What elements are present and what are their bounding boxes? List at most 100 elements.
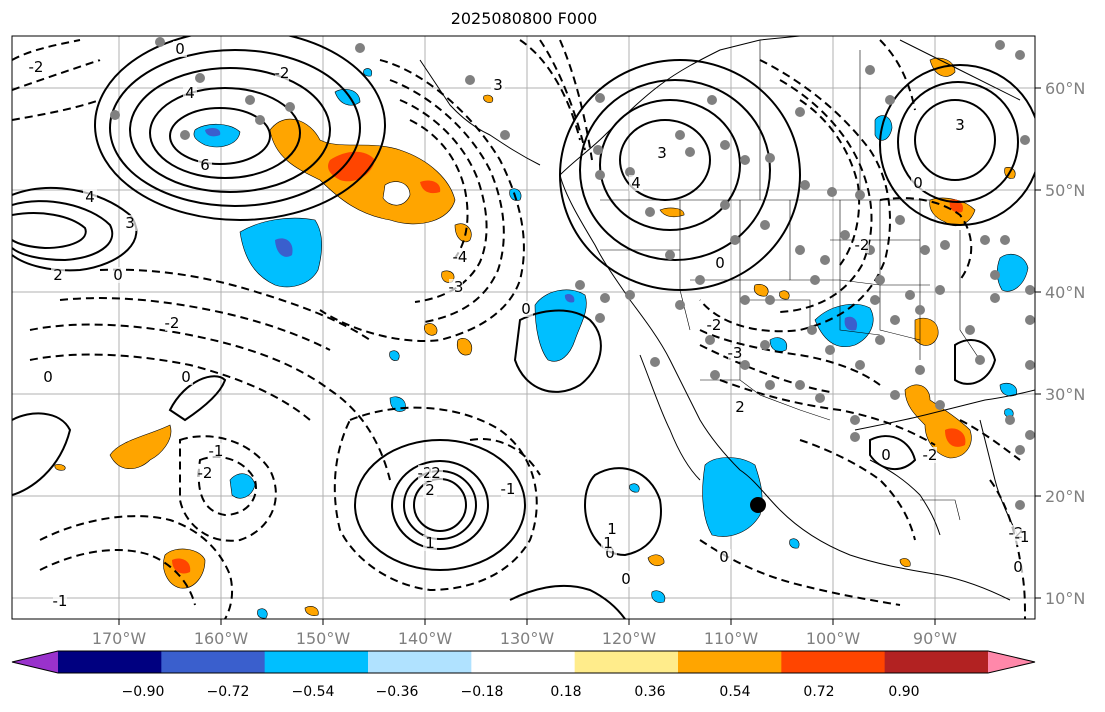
contour-label-bg [173, 41, 187, 57]
colorbar-tick: 0.90 [888, 684, 919, 700]
contour-label-bg [29, 59, 43, 75]
contour-label-bg [728, 345, 742, 361]
colorbar-segment [574, 651, 679, 673]
contour-label-bg [707, 317, 721, 333]
contour-label: 2 [431, 464, 441, 482]
lon-label: 170°W [92, 629, 147, 648]
contour-label-bg [83, 189, 97, 205]
contour-label: 4 [185, 84, 195, 102]
contour-label-bg [53, 593, 67, 609]
lat-label: 10°N [1045, 589, 1085, 608]
contour-label: 0 [881, 446, 891, 464]
contour-label: -1 [1015, 528, 1030, 546]
colorbar-tick: −0.90 [122, 684, 165, 700]
colorbar-segment [58, 651, 162, 673]
contour-label: -2 [707, 316, 722, 334]
state-boundaries [600, 40, 981, 521]
contour-label-bg [1015, 529, 1029, 545]
contour-label-bg [209, 443, 223, 459]
coastlines [419, 36, 1035, 601]
contour-label: 0 [715, 254, 725, 272]
contour-label: 4 [85, 188, 95, 206]
contour-label-bg [429, 465, 443, 481]
contour-label-bg [605, 521, 619, 537]
contour-label: -2 [418, 464, 433, 482]
contour-label-bg [601, 535, 615, 551]
contour-label-bg [423, 535, 437, 551]
lon-label: 90°W [913, 629, 957, 648]
contour-label-bg [855, 237, 869, 253]
contour-label: -2 [198, 464, 213, 482]
lat-label: 40°N [1045, 283, 1085, 302]
colorbar-extend-high [988, 651, 1035, 673]
colorbar-tick: 0.72 [803, 684, 834, 700]
positive-anomaly-strong [172, 151, 966, 574]
contour-label-bg [111, 267, 125, 283]
contour-label: -3 [728, 344, 743, 362]
contour-label-bg [733, 399, 747, 415]
contour-label: 2 [53, 266, 63, 284]
colorbar-tick: −0.72 [207, 684, 250, 700]
contour-label: 3 [657, 144, 667, 162]
contour-label-bg [491, 77, 505, 93]
contour-label-bg [655, 145, 669, 161]
contour-label: 1 [425, 534, 435, 552]
lon-labels: 170°W 160°W 150°W 140°W 130°W 120°W 110°… [92, 629, 957, 648]
map-frame [11, 35, 1036, 620]
contour-label-bg [449, 279, 463, 295]
colorbar-segment [368, 651, 472, 673]
colorbar-tick: 0.18 [550, 684, 581, 700]
contour-label-bg [453, 249, 467, 265]
contour-label: -4 [453, 248, 468, 266]
contour-label: -2 [275, 64, 290, 82]
contour-label: 0 [181, 368, 191, 386]
contour-label: 0 [521, 300, 531, 318]
contour-label: 0 [913, 174, 923, 192]
station-dots [110, 37, 1035, 510]
contour-label: -1 [209, 442, 224, 460]
lat-label: 30°N [1045, 385, 1085, 404]
lon-label: 100°W [806, 629, 861, 648]
contour-label-bg [423, 482, 437, 498]
contour-label-bg [179, 369, 193, 385]
contour-label: 3 [125, 214, 135, 232]
contour-label-bg [51, 267, 65, 283]
contour-label: 1 [603, 534, 613, 552]
contour-label-bg [1011, 559, 1025, 575]
anomaly-hole [382, 181, 411, 206]
lon-label: 140°W [398, 629, 453, 648]
lon-label: 110°W [704, 629, 759, 648]
colorbar-segment [678, 651, 782, 673]
colorbar [11, 650, 1036, 674]
lon-ticks [118, 619, 936, 625]
contour-label-bg [519, 301, 533, 317]
contour-label: 0 [1013, 558, 1023, 576]
contour-label: -2 [923, 446, 938, 464]
contour-label-bg [41, 369, 55, 385]
lat-ticks [1035, 87, 1041, 599]
colorbar-segment [781, 651, 886, 673]
negative-anomaly-strong [205, 127, 858, 331]
lon-label: 160°W [194, 629, 249, 648]
colorbar-tick: −0.54 [292, 684, 335, 700]
contour-label-bg [501, 481, 515, 497]
contour-label: 0 [113, 266, 123, 284]
contour-label-bg [879, 447, 893, 463]
contour-label: 0 [719, 548, 729, 566]
contour-label: 3 [493, 76, 503, 94]
lat-label: 20°N [1045, 487, 1085, 506]
contour-label-bg [619, 571, 633, 587]
plot-title: 2025080800 F000 [450, 9, 598, 28]
contour-label-bg [198, 465, 212, 481]
contour-label-bg [717, 549, 731, 565]
colorbar-segment [264, 651, 369, 673]
colorbar-extend-low [12, 651, 58, 673]
contour-label-bg [713, 255, 727, 271]
contour-label: -2 [165, 314, 180, 332]
colorbar-segment [471, 651, 576, 673]
contour-label: 0 [175, 40, 185, 58]
contour-label-bg [953, 117, 967, 133]
lon-label: 130°W [500, 629, 555, 648]
